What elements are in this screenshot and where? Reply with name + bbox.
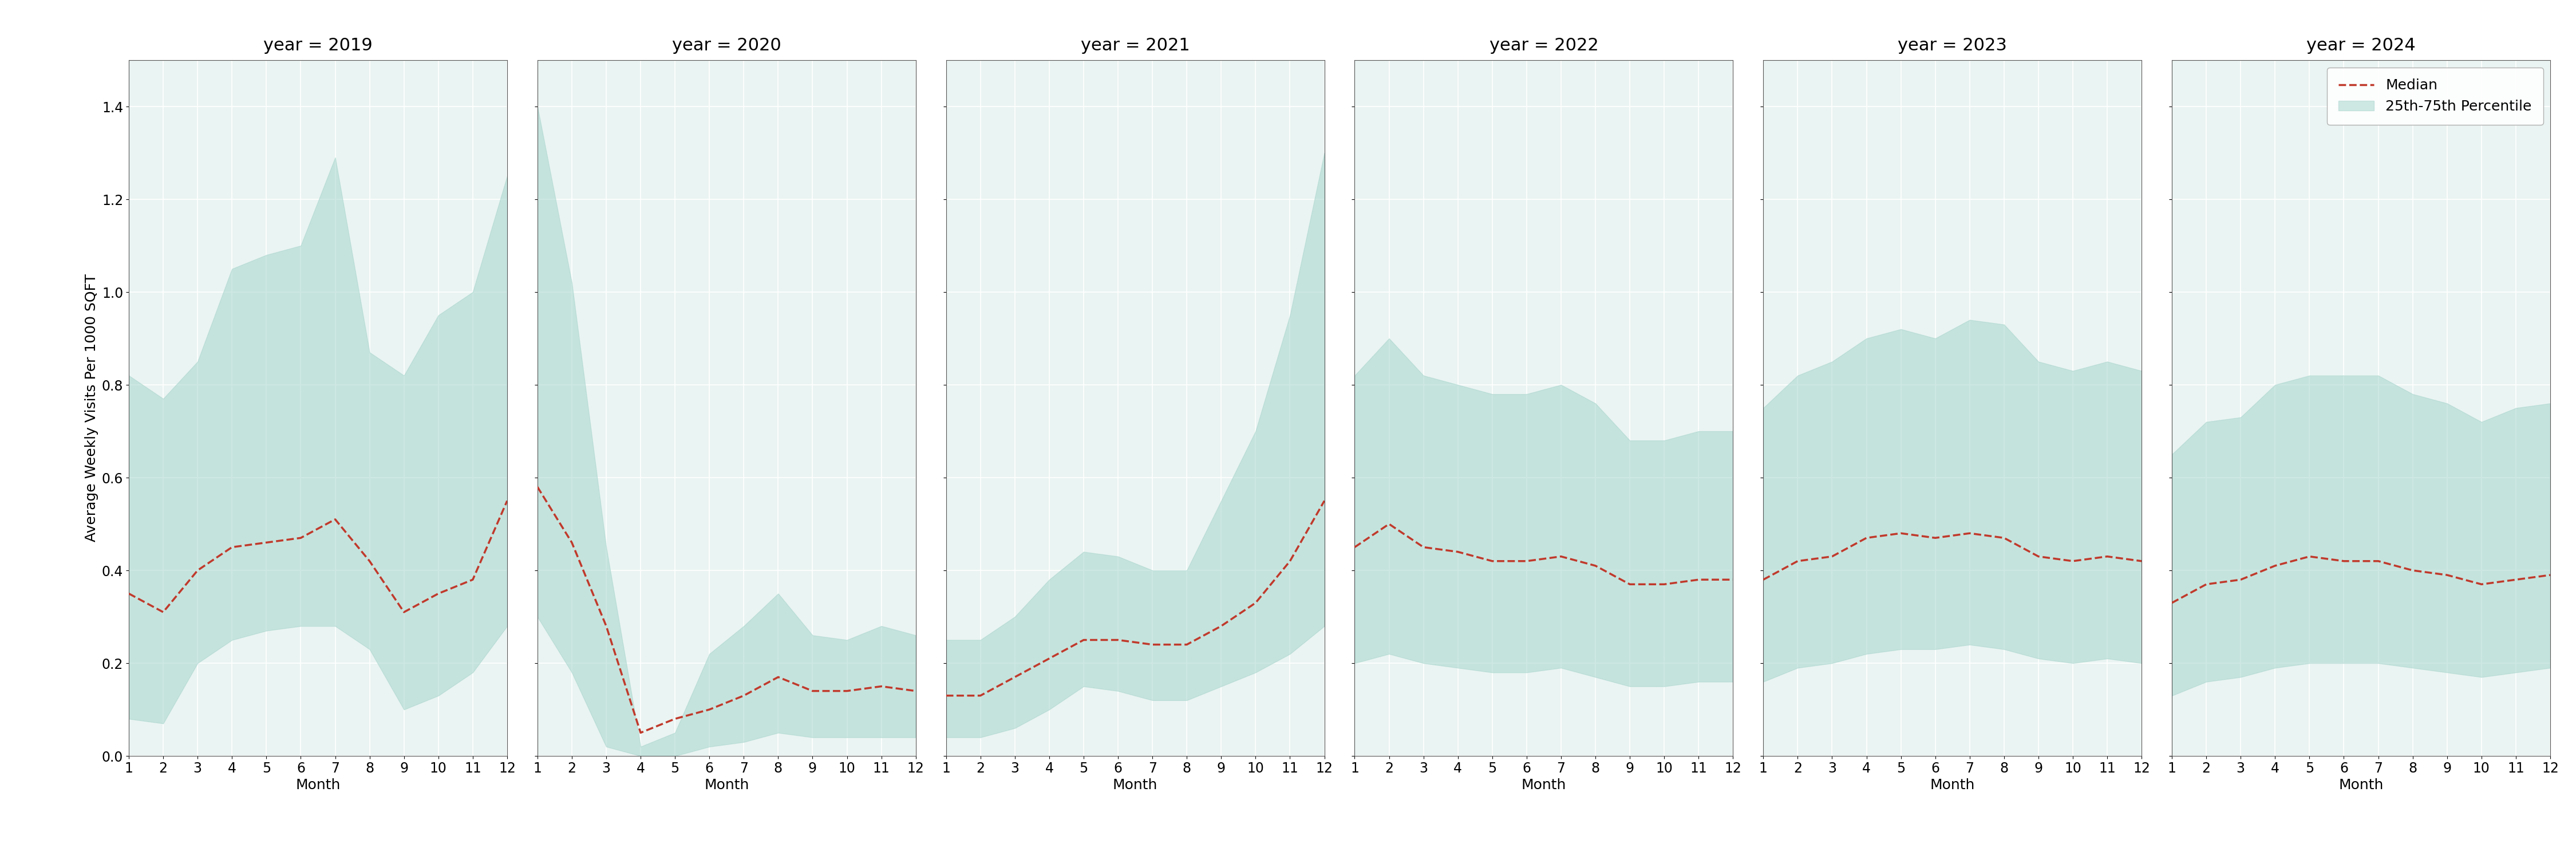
Median (556, 538, 587, 548)
Median (2329, 556, 2360, 566)
X-axis label: Month: Month (1929, 778, 1976, 792)
Median (1476, 556, 1507, 566)
Median (319, 515, 350, 525)
Median (1649, 579, 1680, 589)
Median (1172, 639, 1203, 649)
Median (729, 691, 760, 701)
Median (1409, 542, 1440, 552)
Median (183, 565, 214, 576)
Median (459, 575, 489, 585)
Legend: Median, 25th-75th Percentile: Median, 25th-75th Percentile (2326, 67, 2543, 125)
Median (1309, 496, 1340, 506)
X-axis label: Month: Month (703, 778, 750, 792)
Median (422, 588, 453, 599)
Median (1033, 654, 1064, 664)
Median (1103, 635, 1133, 645)
Median (1373, 519, 1404, 529)
Line: Median: Median (2172, 557, 2550, 603)
Median (832, 685, 863, 696)
Median (1682, 575, 1713, 585)
Median (2465, 579, 2496, 589)
Median (590, 621, 621, 631)
Median (113, 588, 144, 599)
X-axis label: Month: Month (296, 778, 340, 792)
Y-axis label: Average Weekly Visits Per 1000 SQFT: Average Weekly Visits Per 1000 SQFT (85, 274, 98, 542)
Line: Median: Median (129, 501, 507, 612)
Median (1783, 556, 1814, 566)
Median (2058, 556, 2089, 566)
Median (930, 691, 961, 701)
Median (1136, 639, 1167, 649)
Title: year = 2023: year = 2023 (1899, 38, 2007, 54)
Line: Median: Median (1355, 524, 1734, 584)
Median (1747, 575, 1777, 585)
Median (492, 496, 523, 506)
Median (1579, 561, 1610, 571)
X-axis label: Month: Month (1113, 778, 1157, 792)
Median (1919, 533, 1950, 543)
Median (1955, 528, 1986, 539)
Median (659, 714, 690, 724)
Title: year = 2019: year = 2019 (263, 38, 374, 54)
Median (216, 542, 247, 552)
Median (2501, 575, 2532, 585)
Median (1275, 556, 1306, 566)
Median (1239, 598, 1270, 608)
Median (389, 607, 420, 618)
Median (1340, 542, 1370, 552)
Median (693, 704, 724, 715)
Median (2362, 556, 2393, 566)
Median (1512, 556, 1543, 566)
Median (966, 691, 997, 701)
Median (1069, 635, 1100, 645)
Median (902, 685, 933, 696)
Median (2259, 561, 2290, 571)
Median (1546, 551, 1577, 562)
Median (1718, 575, 1749, 585)
Median (147, 607, 178, 618)
Median (250, 538, 281, 548)
Median (353, 556, 384, 566)
Median (2156, 598, 2187, 608)
Median (2125, 556, 2156, 566)
Line: Median: Median (538, 487, 917, 733)
Median (866, 681, 896, 691)
Median (2022, 551, 2053, 562)
Median (762, 672, 793, 682)
Line: Median: Median (1762, 533, 2141, 580)
Median (1443, 546, 1473, 557)
Median (1989, 533, 2020, 543)
Median (286, 533, 317, 543)
Median (2190, 579, 2221, 589)
Median (1206, 621, 1236, 631)
Title: year = 2022: year = 2022 (1489, 38, 1600, 54)
Median (1816, 551, 1847, 562)
Title: year = 2024: year = 2024 (2306, 38, 2416, 54)
Median (2226, 575, 2257, 585)
Title: year = 2020: year = 2020 (672, 38, 781, 54)
Median (2535, 570, 2566, 580)
Median (2432, 570, 2463, 580)
Median (1852, 533, 1883, 543)
Median (796, 685, 827, 696)
Title: year = 2021: year = 2021 (1079, 38, 1190, 54)
X-axis label: Month: Month (2339, 778, 2383, 792)
Line: Median: Median (945, 501, 1324, 696)
X-axis label: Month: Month (1522, 778, 1566, 792)
Median (523, 482, 554, 492)
Median (999, 672, 1030, 682)
Median (2398, 565, 2429, 576)
Median (1615, 579, 1646, 589)
Median (2295, 551, 2326, 562)
Median (2092, 551, 2123, 562)
Median (1886, 528, 1917, 539)
Median (626, 728, 657, 738)
